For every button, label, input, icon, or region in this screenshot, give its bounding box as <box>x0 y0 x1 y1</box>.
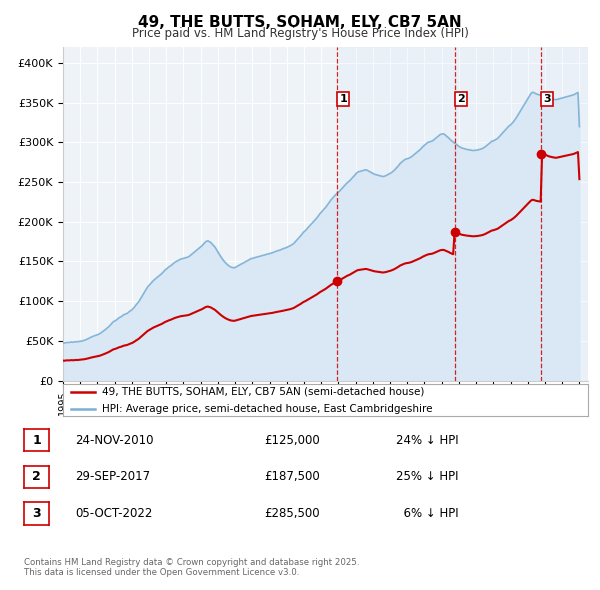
Text: HPI: Average price, semi-detached house, East Cambridgeshire: HPI: Average price, semi-detached house,… <box>103 404 433 414</box>
Text: 1: 1 <box>339 94 347 104</box>
Text: £125,000: £125,000 <box>264 434 320 447</box>
Text: 49, THE BUTTS, SOHAM, ELY, CB7 5AN (semi-detached house): 49, THE BUTTS, SOHAM, ELY, CB7 5AN (semi… <box>103 386 425 396</box>
Text: £187,500: £187,500 <box>264 470 320 483</box>
Text: 49, THE BUTTS, SOHAM, ELY, CB7 5AN: 49, THE BUTTS, SOHAM, ELY, CB7 5AN <box>138 15 462 30</box>
Text: £285,500: £285,500 <box>264 507 320 520</box>
Text: 24-NOV-2010: 24-NOV-2010 <box>75 434 154 447</box>
Text: Contains HM Land Registry data © Crown copyright and database right 2025.
This d: Contains HM Land Registry data © Crown c… <box>24 558 359 577</box>
Text: 25% ↓ HPI: 25% ↓ HPI <box>396 470 458 483</box>
Text: 1: 1 <box>32 434 41 447</box>
Text: 05-OCT-2022: 05-OCT-2022 <box>75 507 152 520</box>
Text: 6% ↓ HPI: 6% ↓ HPI <box>396 507 458 520</box>
Text: 2: 2 <box>32 470 41 483</box>
Text: 3: 3 <box>544 94 551 104</box>
Text: Price paid vs. HM Land Registry's House Price Index (HPI): Price paid vs. HM Land Registry's House … <box>131 27 469 40</box>
Text: 29-SEP-2017: 29-SEP-2017 <box>75 470 150 483</box>
Text: 3: 3 <box>32 507 41 520</box>
Text: 24% ↓ HPI: 24% ↓ HPI <box>396 434 458 447</box>
Bar <box>337 47 588 381</box>
Text: 2: 2 <box>457 94 465 104</box>
